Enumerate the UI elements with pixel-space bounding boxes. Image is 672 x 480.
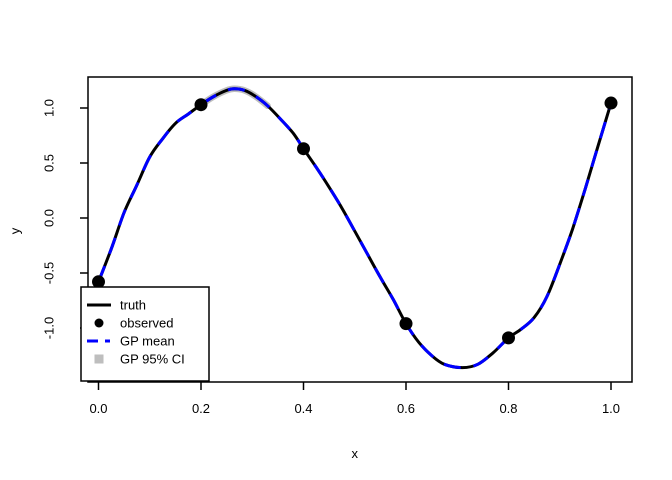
x-tick-label: 0.0 (89, 401, 107, 416)
observed-point (502, 331, 515, 345)
x-tick-label: 0.8 (499, 401, 517, 416)
observed-point (92, 275, 105, 289)
plot-box (87, 76, 633, 383)
y-tick-label: 0.5 (41, 154, 56, 172)
y-tick-label: -1.0 (41, 317, 56, 339)
x-tick-label: 0.4 (294, 401, 312, 416)
legend-box (80, 286, 210, 382)
observed-point (194, 98, 208, 112)
x-tick-label: 0.2 (192, 401, 210, 416)
y-tick-label: 1.0 (41, 99, 56, 117)
y-tick-label: -0.5 (41, 262, 56, 284)
x-tick-label: 1.0 (602, 401, 620, 416)
legend-label: GP 95% CI (120, 352, 185, 367)
gp-mean-curve (97, 87, 613, 370)
y-tick-label: 0.0 (41, 209, 56, 227)
legend-ci-square-sample (94, 354, 104, 364)
y-axis-title: y (7, 227, 22, 234)
legend-label: truth (120, 298, 146, 313)
observed-point (604, 96, 618, 110)
observed-point (399, 317, 413, 331)
legend-label: observed (120, 316, 173, 331)
legend-label: GP mean (120, 334, 175, 349)
x-axis-title: x (352, 446, 359, 461)
x-tick-label: 0.6 (397, 401, 415, 416)
observed-point (297, 142, 310, 156)
legend-observed-point-sample (94, 318, 104, 328)
